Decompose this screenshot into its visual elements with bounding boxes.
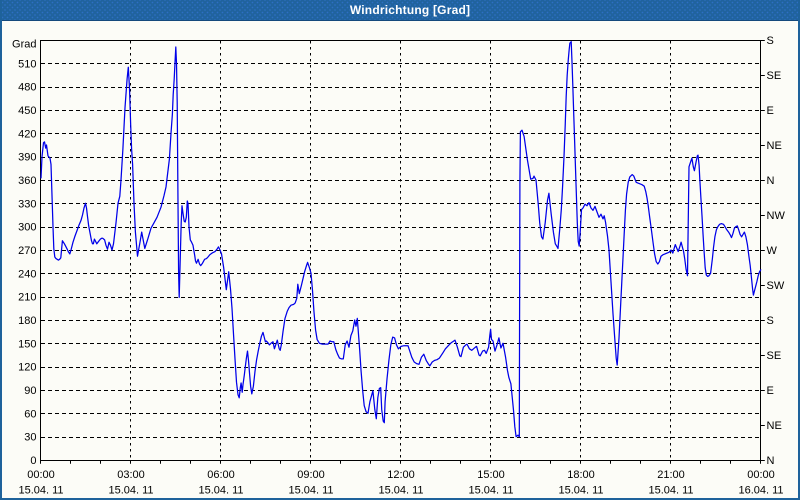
svg-text:330: 330 [18,198,36,210]
svg-text:09:00: 09:00 [297,469,325,481]
svg-text:15.04. 11: 15.04. 11 [378,485,423,497]
svg-text:12:00: 12:00 [387,469,415,481]
svg-text:SE: SE [767,350,782,362]
svg-text:450: 450 [18,105,36,117]
svg-text:15.04. 11: 15.04. 11 [198,485,243,497]
svg-text:90: 90 [24,385,36,397]
svg-text:06:00: 06:00 [207,469,235,481]
svg-text:30: 30 [24,432,36,444]
svg-text:270: 270 [18,245,36,257]
svg-text:390: 390 [18,152,36,164]
svg-text:18:00: 18:00 [567,469,595,481]
svg-text:16.04. 11: 16.04. 11 [738,485,783,497]
svg-text:E: E [767,105,774,117]
svg-text:0: 0 [30,455,36,467]
svg-text:SW: SW [767,280,785,292]
svg-text:240: 240 [18,268,36,280]
svg-text:21:00: 21:00 [657,469,685,481]
svg-text:210: 210 [18,292,36,304]
svg-text:15.04. 11: 15.04. 11 [18,485,63,497]
svg-text:60: 60 [24,408,36,420]
svg-text:420: 420 [18,128,36,140]
svg-text:15.04. 11: 15.04. 11 [648,485,693,497]
svg-text:E: E [767,385,774,397]
svg-text:W: W [767,245,778,257]
svg-text:N: N [767,175,775,187]
svg-text:Grad: Grad [12,39,36,51]
svg-text:S: S [767,315,774,327]
svg-text:150: 150 [18,338,36,350]
svg-text:03:00: 03:00 [117,469,145,481]
svg-text:15.04. 11: 15.04. 11 [288,485,333,497]
svg-text:510: 510 [18,58,36,70]
svg-text:00:00: 00:00 [27,469,55,481]
svg-text:S: S [767,35,774,47]
svg-text:NW: NW [767,210,786,222]
svg-text:300: 300 [18,222,36,234]
svg-text:NE: NE [767,140,782,152]
svg-text:180: 180 [18,315,36,327]
svg-text:480: 480 [18,82,36,94]
svg-text:15.04. 11: 15.04. 11 [558,485,603,497]
svg-text:120: 120 [18,362,36,374]
svg-text:SE: SE [767,70,782,82]
svg-text:15:00: 15:00 [477,469,505,481]
svg-text:15.04. 11: 15.04. 11 [468,485,513,497]
svg-text:N: N [767,455,775,467]
svg-text:360: 360 [18,175,36,187]
svg-text:15.04. 11: 15.04. 11 [108,485,153,497]
svg-text:NE: NE [767,420,782,432]
svg-text:00:00: 00:00 [747,469,775,481]
